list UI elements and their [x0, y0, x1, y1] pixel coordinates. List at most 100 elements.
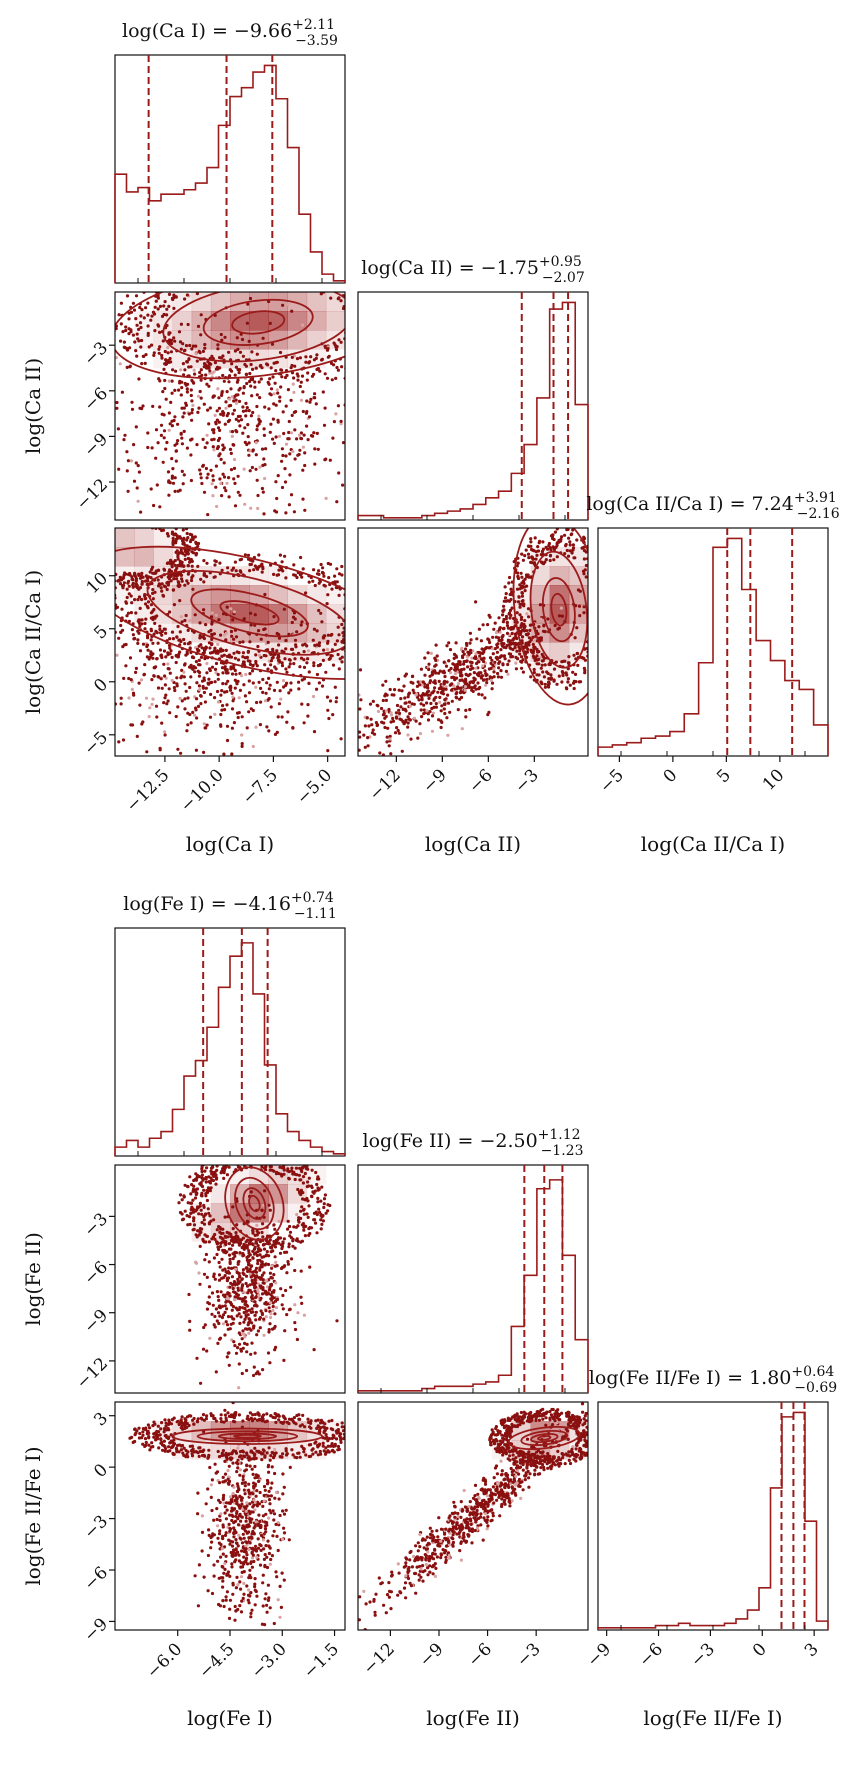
- ca-scatter-point: [284, 404, 288, 408]
- ca-scatter-point: [517, 595, 521, 599]
- ca-scatter-point: [215, 504, 219, 509]
- ca-scatter-point: [541, 540, 545, 544]
- ca-scatter-point: [107, 614, 110, 617]
- fe-scatter-point: [237, 1259, 241, 1264]
- ca-scatter-point: [574, 657, 578, 661]
- ca-scatter-point: [416, 736, 420, 740]
- ca-scatter-point: [582, 557, 587, 561]
- ca-scatter-point: [292, 611, 297, 615]
- ca-scatter-point: [450, 699, 454, 703]
- ca-scatter-point: [189, 559, 193, 563]
- ca-scatter-point: [170, 562, 174, 567]
- ca-scatter-point: [347, 618, 350, 621]
- ca-scatter-point: [124, 524, 127, 527]
- ca-scatter-point: [185, 531, 189, 536]
- ca-scatter-point: [140, 579, 144, 584]
- ca-scatter-point: [345, 407, 348, 410]
- ca-scatter-point: [74, 532, 77, 535]
- ca-scatter-point: [119, 696, 123, 700]
- ca-scatter-point: [206, 408, 210, 412]
- ca-scatter-point: [588, 548, 591, 551]
- fe-scatter-point: [245, 1266, 249, 1270]
- ca-scatter-point: [245, 321, 249, 325]
- ca-scatter-point: [464, 708, 468, 713]
- ca-scatter-point: [186, 581, 190, 585]
- ca-scatter-point: [161, 593, 165, 597]
- ca-scatter-point: [181, 342, 185, 346]
- fe-scatter-point: [286, 1260, 290, 1264]
- ca-scatter-point: [518, 648, 522, 653]
- ca-scatter-point: [480, 658, 484, 662]
- ca-scatter-point: [227, 350, 231, 354]
- ca-scatter-point: [186, 696, 190, 700]
- ca-scatter-point: [85, 550, 88, 553]
- ca-scatter-point: [157, 582, 161, 586]
- ca-scatter-point: [355, 625, 358, 628]
- ca-scatter-point: [199, 396, 203, 400]
- ca-scatter-point: [300, 374, 305, 378]
- ca-scatter-point: [307, 649, 311, 653]
- ca-scatter-point: [162, 701, 166, 705]
- fe-scatter-point: [250, 1321, 254, 1325]
- ca-density-cell: [306, 292, 327, 312]
- ca-scatter-point: [396, 728, 400, 733]
- ca-scatter-point: [248, 296, 253, 301]
- ca-scatter-point: [229, 665, 233, 669]
- ca-density-cell: [115, 528, 135, 548]
- ca-scatter-point: [214, 485, 218, 489]
- ca-scatter-point: [183, 583, 187, 587]
- ca-scatter-point: [232, 637, 236, 641]
- ca-scatter-point: [166, 561, 170, 565]
- fe-scatter-point: [259, 1276, 263, 1280]
- ca-scatter-point: [514, 635, 518, 639]
- fe-scatter-point: [206, 1301, 210, 1305]
- ca-scatter-point: [136, 464, 140, 468]
- ca-scatter-point: [186, 549, 190, 553]
- ca-scatter-point: [336, 652, 340, 657]
- ca-scatter-point: [191, 655, 195, 659]
- ca-scatter-point: [573, 672, 578, 677]
- ca-scatter-point: [572, 686, 576, 691]
- ca-scatter-point: [384, 679, 388, 683]
- ca-scatter-point: [186, 288, 189, 291]
- ca-scatter-point: [166, 580, 170, 584]
- fe-pair-panel-0-1: −12−9−6−3: [73, 1164, 346, 1394]
- fe-scatter-point: [216, 1341, 220, 1345]
- ca-scatter-point: [179, 615, 183, 619]
- ca-scatter-point: [93, 564, 96, 567]
- ca-scatter-point: [85, 526, 88, 529]
- ca-scatter-point: [85, 549, 88, 552]
- ca-scatter-point: [109, 669, 112, 672]
- ca-scatter-point: [309, 355, 313, 359]
- ca-scatter-point: [276, 418, 280, 422]
- ca-scatter-point: [307, 285, 310, 288]
- fe-scatter-point: [255, 1304, 259, 1308]
- ca-scatter-point: [325, 376, 330, 380]
- ca-scatter-point: [566, 661, 571, 665]
- fe-scatter-point: [273, 1312, 277, 1316]
- ca-scatter-point: [92, 520, 95, 523]
- ca-scatter-point: [245, 442, 249, 447]
- ca-scatter-point: [399, 697, 403, 701]
- ca-scatter-point: [236, 378, 240, 382]
- ca-scatter-point: [169, 288, 172, 291]
- ca-density-cell: [287, 642, 308, 662]
- ca-scatter-point: [387, 707, 391, 712]
- ca-scatter-point: [489, 666, 493, 671]
- ca-scatter-point: [88, 566, 91, 569]
- ca-scatter-point: [82, 552, 85, 555]
- ca-scatter-point: [331, 713, 335, 717]
- fe-scatter-point: [254, 1285, 258, 1289]
- ca-scatter-point: [550, 533, 555, 538]
- ca-scatter-point: [124, 601, 129, 605]
- ca-scatter-point: [72, 546, 75, 549]
- ca-scatter-point: [303, 463, 307, 468]
- ca-scatter-point: [84, 540, 87, 543]
- ca-scatter-point: [322, 574, 326, 578]
- ca-scatter-point: [89, 518, 92, 521]
- ca-scatter-point: [551, 536, 555, 541]
- ca-scatter-point: [144, 617, 148, 621]
- ca-scatter-point: [358, 707, 362, 711]
- fe-scatter-point: [187, 1292, 191, 1297]
- fe-scatter-point: [259, 1296, 263, 1300]
